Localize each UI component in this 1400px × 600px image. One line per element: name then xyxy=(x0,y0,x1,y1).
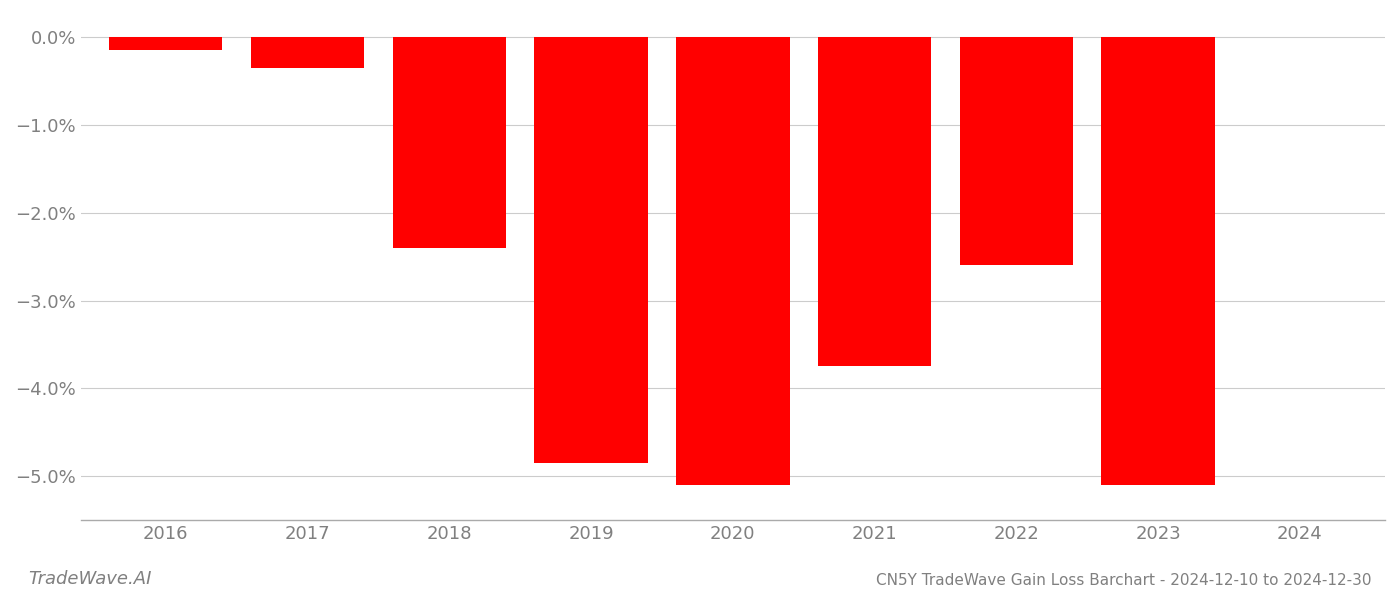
Bar xyxy=(818,37,931,367)
Bar xyxy=(676,37,790,485)
Bar xyxy=(392,37,505,248)
Bar xyxy=(959,37,1072,265)
Text: CN5Y TradeWave Gain Loss Barchart - 2024-12-10 to 2024-12-30: CN5Y TradeWave Gain Loss Barchart - 2024… xyxy=(876,573,1372,588)
Bar xyxy=(0,37,81,50)
Bar xyxy=(535,37,648,463)
Bar xyxy=(1102,37,1215,485)
Bar xyxy=(251,37,364,68)
Text: TradeWave.AI: TradeWave.AI xyxy=(28,570,151,588)
Bar xyxy=(109,37,223,50)
